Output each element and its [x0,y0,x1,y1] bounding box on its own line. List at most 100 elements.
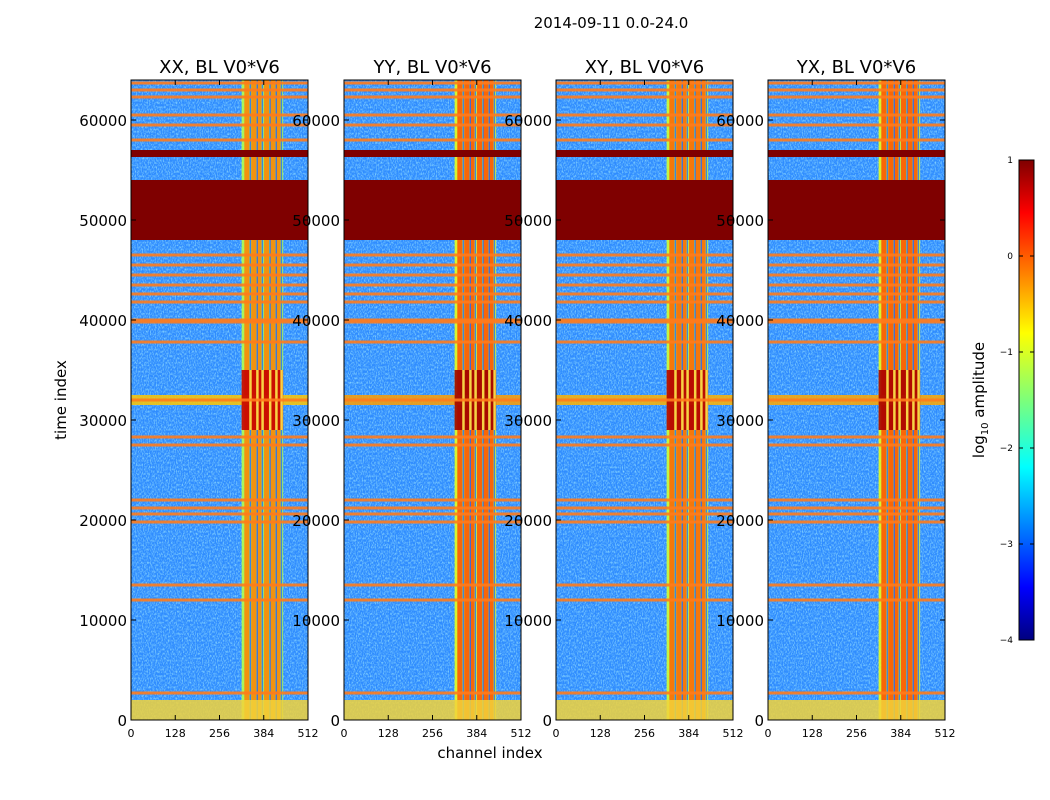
y-tick-label: 0 [754,712,764,730]
x-tick-label: 384 [253,727,274,740]
x-axis-label: channel index [437,744,542,762]
flag-row [768,443,945,447]
y-tick-label: 30000 [716,412,764,430]
x-tick-label: 384 [890,727,911,740]
x-tick-label: 128 [802,727,823,740]
saturated-block [556,180,733,240]
panel-2: YY, BL V0*V6 0 128 256 384 512 0 10000 20000 3000… [292,57,531,740]
flag-row [556,598,733,602]
y-tick-label: 20000 [79,512,127,530]
x-tick-label: 0 [341,727,348,740]
x-tick-label: 128 [378,727,399,740]
y-tick-label: 0 [542,712,552,730]
saturated-band [556,150,733,157]
saturated-band [768,150,945,157]
colorbar-tick-label: 0 [1007,252,1013,262]
flag-row [768,598,945,602]
x-tick-label: 0 [765,727,772,740]
flag-row [556,253,733,257]
flag-row [556,123,733,127]
flag-row [131,320,308,324]
x-tick-label: 384 [466,727,487,740]
flag-row [768,263,945,267]
y-tick-label: 30000 [504,412,552,430]
x-tick-label: 256 [422,727,443,740]
panels-group: XX, BL V0*V6 0 128 256 384 512 0 10000 20000 3000… [79,57,955,740]
flag-row [344,95,521,99]
y-tick-label: 20000 [292,512,340,530]
x-tick-label: 128 [165,727,186,740]
y-tick-label: 50000 [504,212,552,230]
flag-row [556,320,733,324]
flag-row [131,123,308,127]
flag-row [768,583,945,587]
panel-title: YY, BL V0*V6 [372,57,491,78]
colorbar-tick-label: 1 [1007,156,1013,166]
panel-body [344,80,521,720]
flag-row [768,520,945,524]
y-tick-label: 30000 [292,412,340,430]
saturated-block [768,180,945,240]
saturated-band [344,150,521,157]
x-tick-label: 512 [298,727,319,740]
y-tick-label: 40000 [79,312,127,330]
flag-row [344,498,521,502]
colorbar-label: log10 amplitude [970,342,991,458]
flag-row [344,253,521,257]
flag-row [768,88,945,92]
flag-row [768,273,945,277]
flag-row [344,598,521,602]
flag-row [131,95,308,99]
flag-row [556,583,733,587]
flag-row [344,435,521,439]
flag-row [131,318,308,322]
panel-1: XX, BL V0*V6 0 128 256 384 512 0 10000 20000 3000… [79,57,318,740]
flag-row [344,273,521,277]
flag-row [131,598,308,602]
chart-title: 2014-09-11 0.0-24.0 [534,14,689,32]
flag-row [556,95,733,99]
y-tick-label: 60000 [716,112,764,130]
flag-row [344,320,521,324]
x-tick-label: 256 [634,727,655,740]
y-tick-label: 60000 [79,112,127,130]
flag-row [556,443,733,447]
flag-row [768,340,945,344]
flag-row [768,123,945,127]
flag-row [344,283,521,287]
y-tick-label: 10000 [504,612,552,630]
flag-row [556,273,733,277]
flag-row [768,398,945,402]
flag-row [131,138,308,142]
y-tick-label: 10000 [79,612,127,630]
flag-row [556,292,733,296]
y-tick-label: 40000 [716,312,764,330]
flag-row [344,300,521,304]
flag-row [131,340,308,344]
flag-row [556,283,733,287]
y-tick-label: 10000 [716,612,764,630]
flag-row [344,583,521,587]
y-tick-label: 50000 [716,212,764,230]
panel-body [131,80,308,720]
flag-row [131,583,308,587]
saturated-block [131,180,308,240]
flag-row [556,498,733,502]
flag-row [131,263,308,267]
flag-row [768,318,945,322]
y-tick-label: 60000 [292,112,340,130]
flag-row [131,512,308,516]
x-tick-label: 0 [553,727,560,740]
flag-row [344,123,521,127]
colorbar-tick-label: −3 [1000,540,1013,550]
panel-title: YX, BL V0*V6 [796,57,916,78]
colorbar-ticks: 1 0 −1 −2 −3 −4 [1000,156,1034,646]
y-tick-label: 20000 [504,512,552,530]
flag-row [131,691,308,695]
flag-row [131,520,308,524]
flag-row [768,320,945,324]
flag-row [768,253,945,257]
y-tick-label: 50000 [292,212,340,230]
flag-row [131,398,308,402]
flag-row [556,512,733,516]
